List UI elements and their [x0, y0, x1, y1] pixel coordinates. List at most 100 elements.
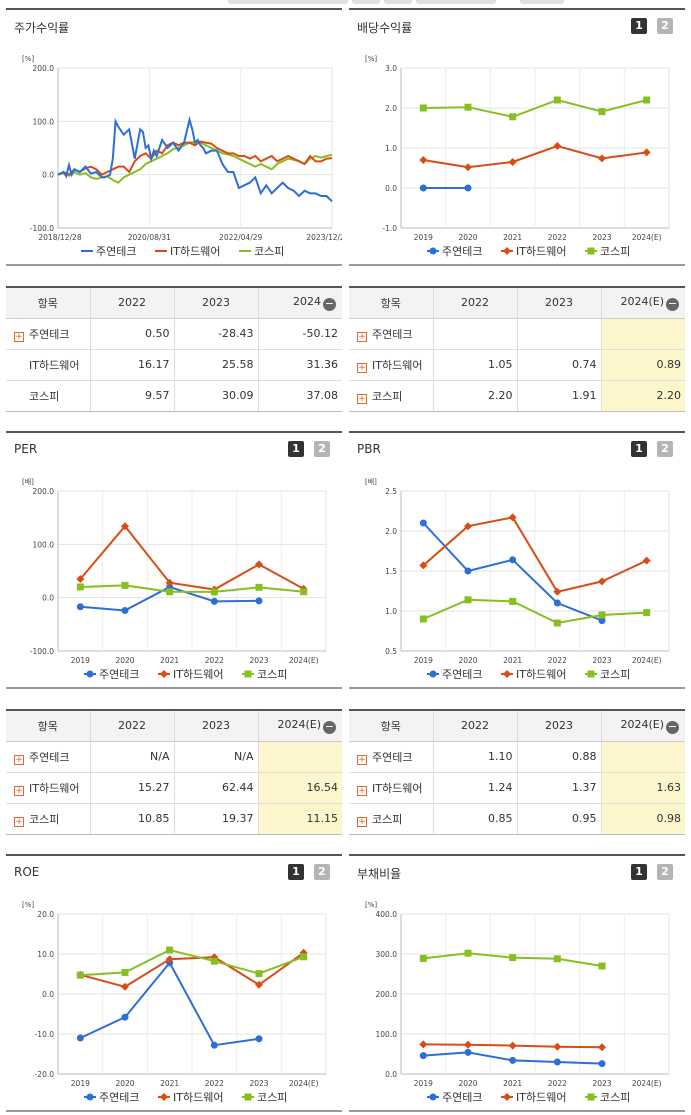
data-point	[419, 184, 427, 192]
row-name-cell: + 주연테크	[6, 741, 90, 773]
collapse-icon[interactable]: −	[666, 719, 679, 734]
value-cell: 16.17	[89, 349, 174, 381]
data-point	[464, 522, 472, 531]
series-set-2-button[interactable]: 2	[314, 441, 330, 457]
data-point	[553, 1058, 561, 1066]
series-line	[423, 98, 647, 118]
row-name: 주연테크	[372, 327, 413, 341]
legend-label: 코스피	[600, 245, 630, 258]
collapse-icon[interactable]: −	[666, 296, 679, 311]
data-point	[210, 957, 218, 965]
series-set-2-button[interactable]: 2	[657, 864, 673, 880]
series-set-1-button[interactable]: 1	[288, 441, 304, 457]
expand-icon[interactable]: +	[357, 331, 367, 342]
top-tab-1[interactable]	[228, 0, 348, 4]
series-set-2-button[interactable]: 2	[657, 18, 673, 34]
series-line	[422, 522, 603, 622]
collapse-icon[interactable]: −	[323, 719, 336, 734]
legend-marker	[429, 247, 437, 255]
row-name-cell: 코스피	[6, 380, 90, 411]
data-point	[121, 968, 129, 976]
series-set-1-button[interactable]: 1	[288, 864, 304, 880]
series-set-2-button[interactable]: 2	[314, 864, 330, 880]
legend-marker	[86, 670, 94, 678]
expand-icon[interactable]: +	[357, 754, 367, 765]
top-tab-3[interactable]	[384, 0, 412, 4]
expand-icon[interactable]: +	[357, 785, 367, 796]
data-point	[598, 611, 606, 619]
series-line	[80, 951, 305, 988]
data-point	[255, 583, 263, 591]
x-tick-label: 2018/12/28	[38, 233, 81, 242]
row-name-cell: IT하드웨어	[6, 349, 90, 381]
expand-icon[interactable]: +	[357, 816, 367, 827]
value-cell: 31.36	[257, 349, 342, 381]
series-set-1-button[interactable]: 1	[631, 864, 647, 880]
data-point	[598, 577, 606, 586]
chart-legend: 주연테크 IT하드웨어 코스피	[427, 1090, 630, 1104]
series-line	[79, 524, 305, 591]
legend-label: 주연테크	[96, 245, 136, 258]
data-point	[165, 955, 174, 964]
collapse-icon[interactable]: −	[323, 296, 336, 311]
expand-icon[interactable]: +	[14, 754, 24, 765]
y-unit-label: [배]	[22, 477, 34, 486]
table-row: + IT하드웨어 1.24 1.37 1.63	[349, 772, 685, 804]
series-set-2-button[interactable]: 2	[657, 441, 673, 457]
column-header: 2023	[202, 719, 230, 733]
top-tab-2[interactable]	[352, 0, 380, 4]
header-cell: 2022	[89, 288, 174, 319]
row-name: 코스피	[29, 812, 60, 826]
returns-data-table: 항목 2022 2023 2024− + 주연테크 0.50 -28.43 -50.12 IT하드…	[6, 288, 342, 411]
data-point	[121, 982, 129, 991]
expand-icon[interactable]: +	[357, 393, 367, 404]
data-point	[419, 1040, 428, 1049]
dividend-data-table: 항목 2022 2023 2024(E) − + 주연테크 + IT하드웨어 1.05 0.74 0.…	[349, 288, 685, 411]
data-point	[553, 1042, 562, 1051]
returns-chart-panel: 주가수익률 [%] 200.0 100.0 0.0 -100.0 2018/12/28 20…	[6, 8, 342, 266]
chart-title: PBR	[357, 442, 381, 456]
x-tick-label: 2023	[249, 1079, 268, 1088]
x-tick-label: 2019	[71, 1079, 90, 1088]
data-point	[255, 560, 263, 569]
data-point	[598, 1043, 606, 1052]
expand-icon[interactable]: +	[357, 362, 367, 373]
x-tick-label: 2019	[414, 233, 433, 242]
data-point	[553, 587, 562, 596]
data-point	[76, 603, 84, 611]
row-name-cell: + 주연테크	[349, 318, 433, 350]
value-cell: -50.12	[257, 318, 342, 350]
data-point	[464, 103, 472, 111]
roe-chart-panel: ROE 1 2 [%] 20.0 10.0 0.0 -10.0 -20.0 2019 2020…	[6, 854, 342, 1112]
data-point	[509, 954, 517, 962]
top-tab-5[interactable]	[520, 0, 564, 4]
value-cell: 1.91	[516, 380, 601, 411]
series-set-1-button[interactable]: 1	[631, 441, 647, 457]
data-point	[553, 96, 561, 104]
legend-label: IT하드웨어	[516, 667, 566, 681]
x-tick-label: 2021	[160, 1079, 179, 1088]
series-line	[80, 584, 304, 593]
chart-legend: 주연테크 IT하드웨어 코스피	[84, 667, 287, 681]
data-point	[508, 513, 517, 522]
header-cell: 2022	[432, 711, 517, 742]
value-cell: N/A	[173, 741, 258, 773]
top-tab-4[interactable]	[416, 0, 496, 4]
data-point	[121, 522, 129, 531]
legend-label: 코스피	[600, 668, 630, 681]
data-point	[508, 158, 517, 166]
series-set-1-button[interactable]: 1	[631, 18, 647, 34]
value-cell: 19.37	[173, 803, 258, 834]
value-cell	[516, 318, 601, 350]
value-cell: 10.85	[89, 803, 174, 834]
legend-label: 코스피	[257, 1091, 287, 1104]
x-tick-label: 2024(E)	[632, 656, 662, 665]
x-tick-label: 2024(E)	[289, 1079, 319, 1088]
expand-icon[interactable]: +	[14, 816, 24, 827]
expand-icon[interactable]: +	[14, 785, 24, 796]
chart-legend: 주연테크 IT하드웨어 코스피	[427, 244, 630, 258]
value-cell: 0.74	[516, 349, 601, 381]
expand-icon[interactable]: +	[14, 331, 24, 342]
x-tick-label: 2022	[548, 1079, 567, 1088]
column-header: 2023	[545, 296, 573, 310]
